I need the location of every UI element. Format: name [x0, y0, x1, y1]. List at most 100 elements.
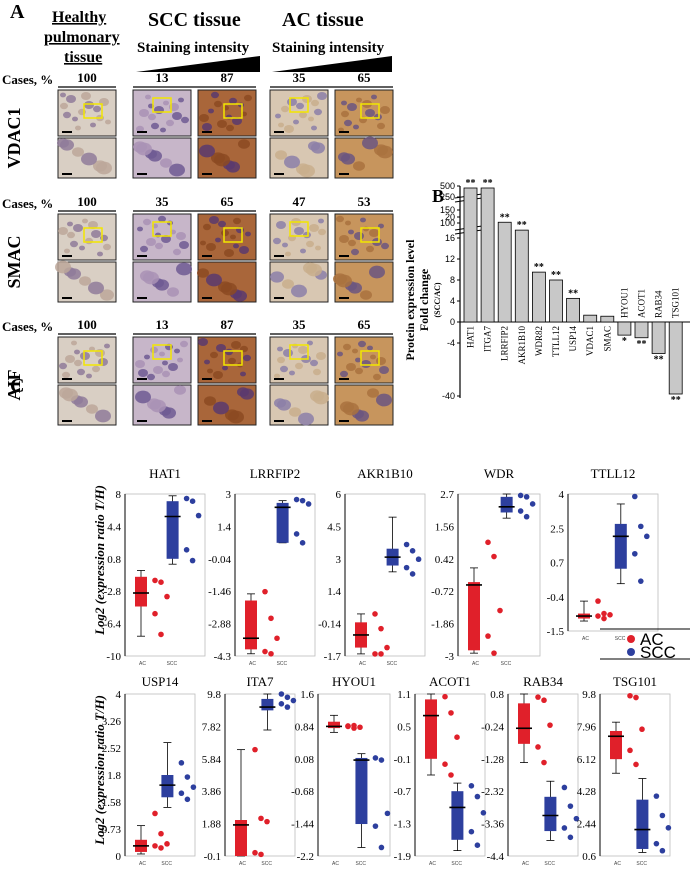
- panel-c-ylabel-bottom: Log2 (expression ratio T/H): [92, 695, 107, 846]
- y-tick-label: 4: [116, 689, 122, 701]
- scc-data-point: [632, 493, 638, 500]
- cell-nucleus: [341, 100, 347, 106]
- y-tick-label: 8: [450, 275, 455, 285]
- cell-nucleus: [378, 223, 384, 229]
- cell-nucleus: [178, 97, 184, 103]
- marker-label: VDAC1: [4, 108, 24, 169]
- cell-nucleus: [168, 363, 178, 371]
- cell-nucleus: [71, 340, 77, 346]
- cell-nucleus: [143, 271, 159, 285]
- cell-nucleus: [177, 357, 183, 363]
- cell-nucleus: [155, 279, 169, 291]
- y-tick-label: 150: [440, 205, 455, 215]
- cell-nucleus: [216, 344, 226, 352]
- scc-box: [276, 502, 289, 543]
- cell-nucleus: [377, 145, 393, 159]
- cell-nucleus: [90, 122, 96, 128]
- panel-b-ylabel-1: Protein expression level: [403, 239, 417, 361]
- group-label-scc: SCC: [167, 661, 178, 667]
- cell-nucleus: [181, 116, 189, 124]
- cell-nucleus: [64, 248, 70, 254]
- cell-nucleus: [343, 402, 359, 416]
- ac-data-point: [264, 818, 270, 825]
- cell-nucleus: [213, 371, 223, 379]
- cell-nucleus: [136, 142, 152, 156]
- cell-nucleus: [60, 92, 66, 98]
- zoom-region-box: [289, 97, 309, 113]
- y-tick-label: 1.4: [217, 521, 231, 533]
- group-label-scc: SCC: [544, 861, 555, 867]
- cell-nucleus: [85, 237, 93, 245]
- group-label-scc: SCC: [355, 861, 366, 867]
- y-tick-label: 1.1: [397, 689, 411, 701]
- plot-title: WDR: [484, 466, 515, 481]
- y-tick-label: -1.28: [481, 754, 504, 766]
- boxplot-acot1: ACOT1 1.1 0.5 -0.1 -0.7 -1.3 -1.9 AC SCC: [394, 674, 487, 867]
- y-tick-label: 2.5: [550, 523, 564, 535]
- cell-nucleus: [311, 125, 317, 131]
- cell-nucleus: [70, 240, 78, 248]
- y-tick-label: 20: [445, 212, 455, 222]
- cell-nucleus: [380, 106, 390, 114]
- ac-data-point: [633, 761, 639, 768]
- ac-box: [610, 730, 622, 760]
- scc-data-point: [632, 550, 638, 557]
- category-label: USP14: [568, 326, 578, 352]
- scc-data-point: [659, 812, 666, 819]
- category-label: AKR1B10: [517, 326, 527, 365]
- cell-nucleus: [89, 346, 95, 352]
- cell-nucleus: [309, 224, 319, 232]
- ac-data-point: [158, 845, 164, 851]
- plot-title: TSG101: [613, 674, 657, 689]
- cases-value: 87: [221, 317, 235, 332]
- ac-data-point: [274, 635, 280, 642]
- cell-nucleus: [369, 265, 385, 279]
- cell-nucleus: [283, 349, 293, 357]
- group-label-ac: AC: [239, 861, 246, 867]
- cell-nucleus: [79, 245, 85, 251]
- zoom-region-box: [152, 221, 172, 237]
- cell-nucleus: [72, 116, 78, 122]
- ac-data-point: [541, 759, 547, 766]
- cell-nucleus: [225, 348, 233, 356]
- cell-nucleus: [308, 116, 314, 122]
- cell-nucleus: [180, 340, 188, 348]
- ac-data-point: [639, 726, 645, 733]
- panel-b-ylabel-3: (SCC/AC): [433, 282, 442, 317]
- zoom-region-box: [360, 103, 380, 119]
- bar: [651, 321, 666, 354]
- cell-nucleus: [77, 368, 85, 376]
- cell-nucleus: [373, 373, 381, 381]
- cell-nucleus: [376, 357, 386, 365]
- ac-data-point: [485, 633, 491, 639]
- cell-nucleus: [313, 391, 329, 405]
- cell-nucleus: [314, 108, 322, 116]
- y-tick-label: -0.4: [547, 592, 565, 604]
- cell-nucleus: [162, 407, 176, 419]
- category-label: WDR82: [534, 326, 544, 356]
- cell-nucleus: [280, 365, 288, 373]
- y-tick-label: 6: [336, 489, 342, 501]
- header-ac: AC tissue: [282, 9, 364, 31]
- ac-data-point: [601, 615, 607, 622]
- zoom-region-box: [360, 227, 380, 243]
- cell-nucleus: [284, 125, 294, 133]
- cell-nucleus: [381, 242, 389, 250]
- cell-nucleus: [348, 239, 356, 247]
- ac-data-point: [164, 593, 170, 600]
- cell-nucleus: [160, 127, 166, 133]
- ac-data-point: [384, 644, 390, 651]
- cell-nucleus: [151, 122, 159, 130]
- cell-nucleus: [341, 110, 349, 118]
- ac-data-point: [158, 579, 164, 585]
- cell-nucleus: [360, 290, 372, 300]
- y-tick-label: -2.32: [481, 786, 504, 798]
- cell-nucleus: [67, 231, 75, 239]
- cell-nucleus: [103, 243, 111, 251]
- scc-data-point: [415, 556, 422, 563]
- y-tick-label: 0.6: [582, 851, 596, 863]
- cell-nucleus: [300, 248, 306, 254]
- significance-mark: **: [671, 395, 681, 406]
- cell-nucleus: [199, 144, 215, 158]
- scc-data-point: [474, 793, 481, 800]
